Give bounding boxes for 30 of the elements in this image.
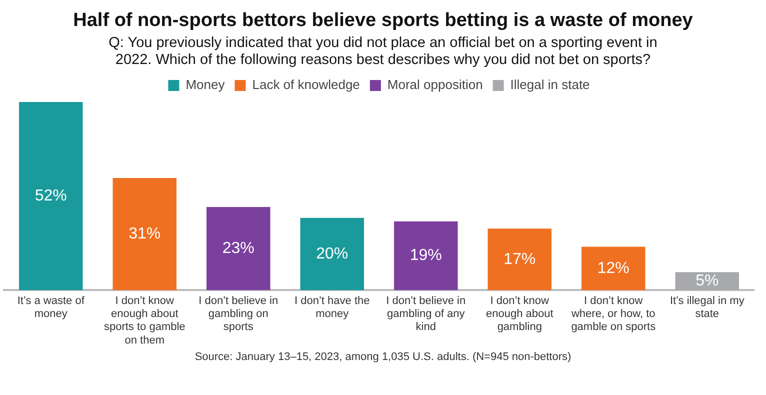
data-label: 52% (34, 188, 67, 205)
chart-title: Half of non-sports bettors believe sports betting is a waste of money (72, 9, 694, 32)
x-tick-label: I don’t know enough about gambling (486, 294, 554, 334)
source-note: Source: January 13–15, 2023, among 1,035 U.S. adults. (N=945 non-bettors) (194, 351, 572, 363)
bar (488, 228, 552, 290)
legend-label: Moral opposition (387, 77, 483, 92)
bar (300, 218, 364, 290)
x-tick-label: I don’t have the money (294, 294, 370, 320)
legend-label: Illegal in state (510, 77, 590, 92)
data-label: 20% (316, 245, 348, 262)
bar (394, 221, 458, 290)
bar (112, 178, 176, 290)
data-label: 12% (597, 260, 630, 277)
bar (19, 102, 83, 290)
x-tick-label: I don’t believe in gambling on sports (198, 294, 278, 334)
chart-subtitle: Q: You previously indicated that you did not place an official bet on a sporting event in 2022. Which of the following reasons best describes why you did not bet on sports? (108, 35, 658, 69)
x-tick-label: I don’t know where, or how, to gamble on sports (570, 294, 656, 334)
x-tick-label: It’s illegal in my state (670, 294, 745, 320)
data-label: 23% (222, 240, 254, 257)
x-tick-label: I don’t believe in gambling of any kind (386, 294, 466, 334)
data-label: 31% (128, 226, 161, 243)
legend-label: Money (186, 77, 226, 92)
data-label: 19% (410, 247, 442, 264)
bar (206, 206, 270, 290)
legend-label: Lack of knowledge (252, 77, 360, 92)
x-tick-label: I don’t know enough about sports to gamble on them (104, 294, 186, 346)
bar (582, 246, 646, 290)
data-label: 5% (696, 272, 719, 290)
data-label: 17% (504, 250, 536, 268)
x-tick-label: It’s a waste of money (17, 294, 86, 320)
